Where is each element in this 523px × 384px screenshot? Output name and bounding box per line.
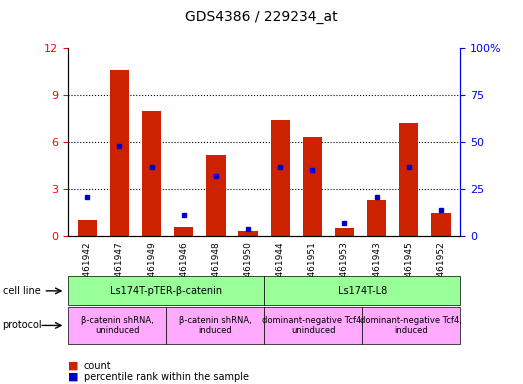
Bar: [399, 123, 418, 236]
Bar: [270, 120, 290, 236]
Bar: [206, 155, 225, 236]
Bar: [431, 213, 451, 236]
Bar: [77, 220, 97, 236]
Bar: [142, 111, 161, 236]
Text: count: count: [84, 361, 111, 371]
Text: dominant-negative Tcf4,
induced: dominant-negative Tcf4, induced: [360, 316, 462, 335]
Text: percentile rank within the sample: percentile rank within the sample: [84, 372, 248, 382]
Bar: [238, 232, 258, 236]
Bar: [303, 137, 322, 236]
Text: GDS4386 / 229234_at: GDS4386 / 229234_at: [185, 10, 338, 23]
Text: Ls174T-L8: Ls174T-L8: [337, 286, 387, 296]
Text: β-catenin shRNA,
uninduced: β-catenin shRNA, uninduced: [81, 316, 153, 335]
Bar: [110, 70, 129, 236]
Bar: [367, 200, 386, 236]
Bar: [335, 228, 354, 236]
Bar: [174, 227, 194, 236]
Text: ■: ■: [68, 372, 78, 382]
Text: protocol: protocol: [3, 320, 42, 331]
Text: cell line: cell line: [3, 286, 40, 296]
Text: β-catenin shRNA,
induced: β-catenin shRNA, induced: [179, 316, 252, 335]
Text: Ls174T-pTER-β-catenin: Ls174T-pTER-β-catenin: [110, 286, 222, 296]
Text: dominant-negative Tcf4,
uninduced: dominant-negative Tcf4, uninduced: [262, 316, 364, 335]
Text: ■: ■: [68, 361, 78, 371]
